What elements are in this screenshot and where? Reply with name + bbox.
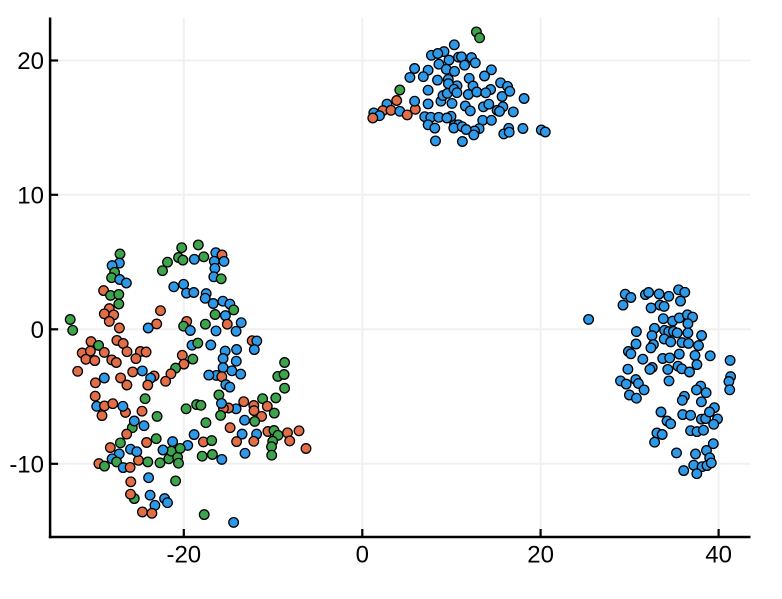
svg-text:20: 20: [17, 48, 44, 75]
svg-text:0: 0: [31, 317, 44, 344]
svg-text:40: 40: [705, 542, 732, 569]
svg-text:10: 10: [17, 182, 44, 209]
svg-text:-20: -20: [166, 542, 201, 569]
svg-text:20: 20: [527, 542, 554, 569]
svg-text:0: 0: [356, 542, 369, 569]
svg-text:-10: -10: [9, 451, 44, 478]
